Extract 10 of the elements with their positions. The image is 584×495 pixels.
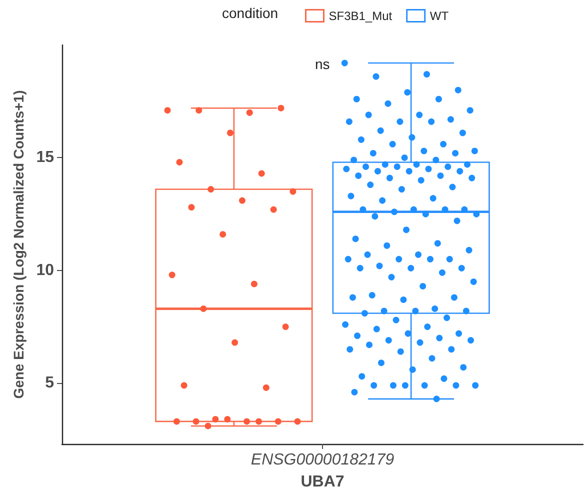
y-tick-label: 5 bbox=[45, 374, 54, 392]
legend-label: WT bbox=[430, 8, 450, 23]
y-axis-title: Gene Expression (Log2 Normalized Counts+1) bbox=[10, 90, 26, 399]
x-tick-label: ENSG00000182179 bbox=[250, 452, 394, 468]
x-axis-title: UBA7 bbox=[300, 474, 344, 490]
legend-title: condition bbox=[222, 5, 278, 21]
annotation: ns bbox=[315, 56, 330, 72]
y-tick-label: 15 bbox=[36, 149, 54, 166]
y-tick-label: 10 bbox=[36, 262, 54, 279]
legend-label: SF3B1_Mut bbox=[328, 8, 393, 23]
